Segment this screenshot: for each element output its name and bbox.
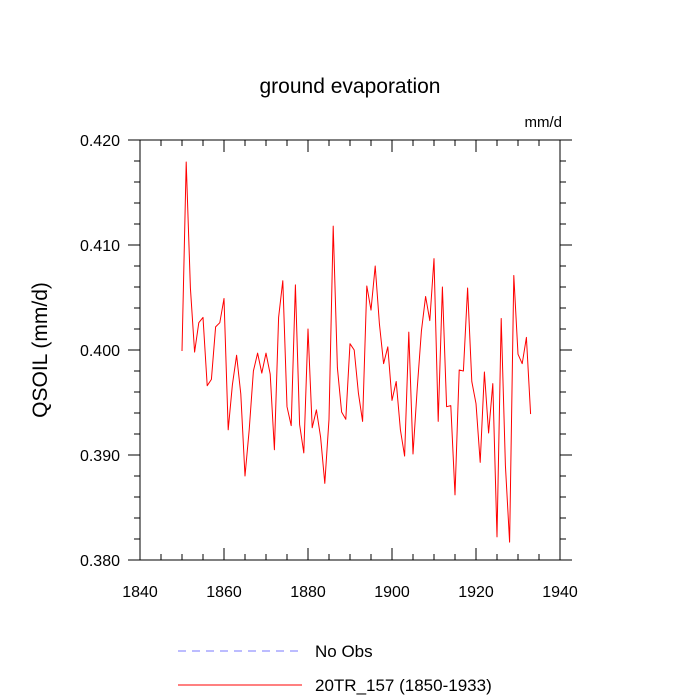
y-tick-label: 0.380	[80, 553, 120, 570]
x-tick-label: 1860	[206, 584, 242, 601]
legend: No Obs 20TR_157 (1850-1933)	[178, 642, 492, 695]
legend-label: 20TR_157 (1850-1933)	[315, 676, 492, 695]
x-tick-label: 1940	[542, 584, 578, 601]
x-tick-label: 1900	[374, 584, 410, 601]
axis-tick-labels: 1840 1860 1880 1900 1920 1940 0.380 0.390 0.400 0…	[80, 133, 578, 601]
series-layer	[181, 161, 532, 543]
x-tick-label: 1840	[122, 584, 158, 601]
units-label: mm/d	[525, 114, 563, 131]
chart-title: ground evaporation	[260, 75, 441, 98]
y-tick-label: 0.400	[80, 343, 120, 360]
y-tick-label: 0.420	[80, 133, 120, 150]
legend-label: No Obs	[315, 642, 373, 661]
y-tick-label: 0.410	[80, 238, 120, 255]
axis-ticks	[128, 139, 572, 561]
x-tick-label: 1920	[458, 584, 494, 601]
series-line-0	[181, 161, 532, 543]
y-tick-label: 0.390	[80, 448, 120, 465]
x-tick-label: 1880	[290, 584, 326, 601]
y-axis-label: QSOIL (mm/d)	[29, 282, 52, 418]
